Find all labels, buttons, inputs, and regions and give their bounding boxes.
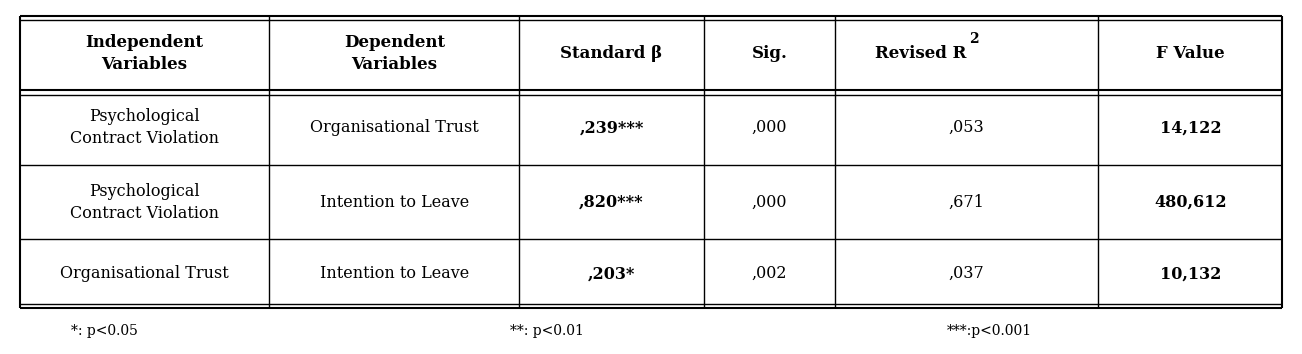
Text: Standard β: Standard β bbox=[560, 45, 663, 62]
Text: Psychological
Contract Violation: Psychological Contract Violation bbox=[70, 108, 219, 147]
Text: ,000: ,000 bbox=[751, 194, 788, 211]
Text: Intention to Leave: Intention to Leave bbox=[320, 265, 469, 282]
Text: ,000: ,000 bbox=[751, 119, 788, 136]
Text: 14,122: 14,122 bbox=[1160, 119, 1221, 136]
Text: ,671: ,671 bbox=[949, 194, 984, 211]
Text: 480,612: 480,612 bbox=[1154, 194, 1226, 211]
Text: ***:p<0.001: ***:p<0.001 bbox=[947, 324, 1032, 338]
Text: Psychological
Contract Violation: Psychological Contract Violation bbox=[70, 183, 219, 222]
Text: F Value: F Value bbox=[1156, 45, 1225, 62]
Text: ,203*: ,203* bbox=[587, 265, 635, 282]
Text: **: p<0.01: **: p<0.01 bbox=[510, 324, 583, 338]
Text: Intention to Leave: Intention to Leave bbox=[320, 194, 469, 211]
Text: ,037: ,037 bbox=[949, 265, 984, 282]
Text: 10,132: 10,132 bbox=[1160, 265, 1221, 282]
Text: Organisational Trust: Organisational Trust bbox=[60, 265, 229, 282]
Text: Revised R: Revised R bbox=[875, 45, 966, 62]
Text: 2: 2 bbox=[969, 32, 979, 46]
Text: Organisational Trust: Organisational Trust bbox=[310, 119, 479, 136]
Text: Sig.: Sig. bbox=[751, 45, 788, 62]
Text: Independent
Variables: Independent Variables bbox=[86, 34, 203, 73]
Text: ,002: ,002 bbox=[751, 265, 788, 282]
Text: ,053: ,053 bbox=[949, 119, 984, 136]
Text: *: p<0.05: *: p<0.05 bbox=[70, 324, 138, 338]
Text: ,820***: ,820*** bbox=[579, 194, 644, 211]
Text: ,239***: ,239*** bbox=[579, 119, 643, 136]
Text: Dependent
Variables: Dependent Variables bbox=[344, 34, 445, 73]
